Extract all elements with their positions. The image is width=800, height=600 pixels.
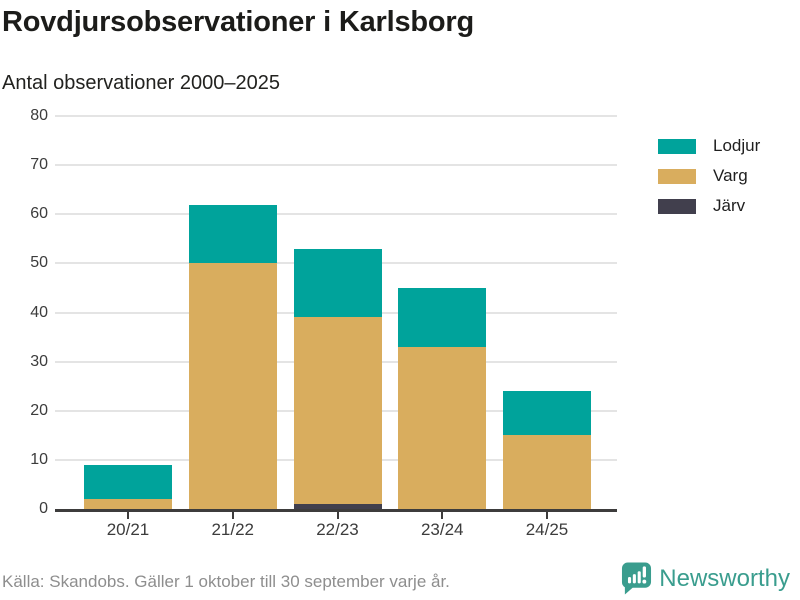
bar-segment-varg-21/22 xyxy=(188,263,277,509)
x-tick xyxy=(546,512,548,519)
legend-swatch xyxy=(658,168,696,184)
y-tick-label: 60 xyxy=(30,205,48,223)
legend-item-järv: Järv xyxy=(658,196,760,216)
x-tick-label: 22/23 xyxy=(316,520,359,539)
x-axis-line xyxy=(55,509,617,512)
legend-swatch xyxy=(658,198,696,214)
x-tick-label: 23/24 xyxy=(420,520,464,539)
x-tick xyxy=(336,512,339,519)
gridline xyxy=(55,164,617,167)
source-note: Källa: Skandobs. Gäller 1 oktober till 3… xyxy=(2,572,450,591)
bar-segment-varg-22/23 xyxy=(293,317,382,505)
bar-segment-lodjur-20/21 xyxy=(84,464,172,500)
bar-segment-järv-22/23 xyxy=(293,504,382,509)
x-tick-label: 21/22 xyxy=(211,520,255,539)
chart-subtitle: Antal observationer 2000–2025 xyxy=(2,72,280,94)
y-tick-label: 40 xyxy=(30,303,48,321)
legend: Lodjur Varg Järv xyxy=(658,136,760,226)
x-tick xyxy=(441,512,444,519)
brand-lockup: Newsworthy xyxy=(621,562,790,595)
bar-segment-varg-24/25 xyxy=(503,435,591,509)
legend-label: Lodjur xyxy=(713,136,761,155)
y-tick-label: 30 xyxy=(30,352,48,370)
y-tick-label: 20 xyxy=(30,401,48,419)
x-tick-label: 24/25 xyxy=(525,520,569,539)
y-axis-labels: 0 10 20 30 40 50 60 70 80 xyxy=(0,107,48,517)
bar-segment-lodjur-21/22 xyxy=(188,204,277,264)
y-tick-label: 10 xyxy=(30,450,48,468)
y-tick-label: 50 xyxy=(30,254,48,272)
legend-item-varg: Varg xyxy=(658,166,760,186)
y-tick-label: 70 xyxy=(30,156,48,174)
bar-segment-lodjur-24/25 xyxy=(503,391,591,436)
page-title: Rovdjursobservationer i Karlsborg xyxy=(2,6,475,38)
y-tick-label: 0 xyxy=(39,500,48,517)
plot-area: 20/21 21/22 22/23 23/24 24/25 xyxy=(55,115,617,539)
gridline xyxy=(55,213,617,216)
bar-segment-lodjur-23/24 xyxy=(398,288,487,347)
bar-segment-varg-20/21 xyxy=(84,499,172,509)
x-tick xyxy=(231,512,234,519)
legend-swatch xyxy=(658,138,696,154)
x-tick-label: 20/21 xyxy=(106,520,150,539)
y-tick-label: 80 xyxy=(30,107,48,124)
legend-label: Varg xyxy=(713,166,748,185)
newsworthy-logo-icon xyxy=(622,562,652,595)
bar-segment-varg-23/24 xyxy=(398,346,487,509)
legend-label: Järv xyxy=(713,196,746,215)
legend-item-lodjur: Lodjur xyxy=(658,136,760,156)
bar-segment-lodjur-22/23 xyxy=(293,248,382,318)
gridline xyxy=(55,115,617,117)
brand-wordmark: Newsworthy xyxy=(659,564,790,592)
x-tick xyxy=(127,512,129,519)
